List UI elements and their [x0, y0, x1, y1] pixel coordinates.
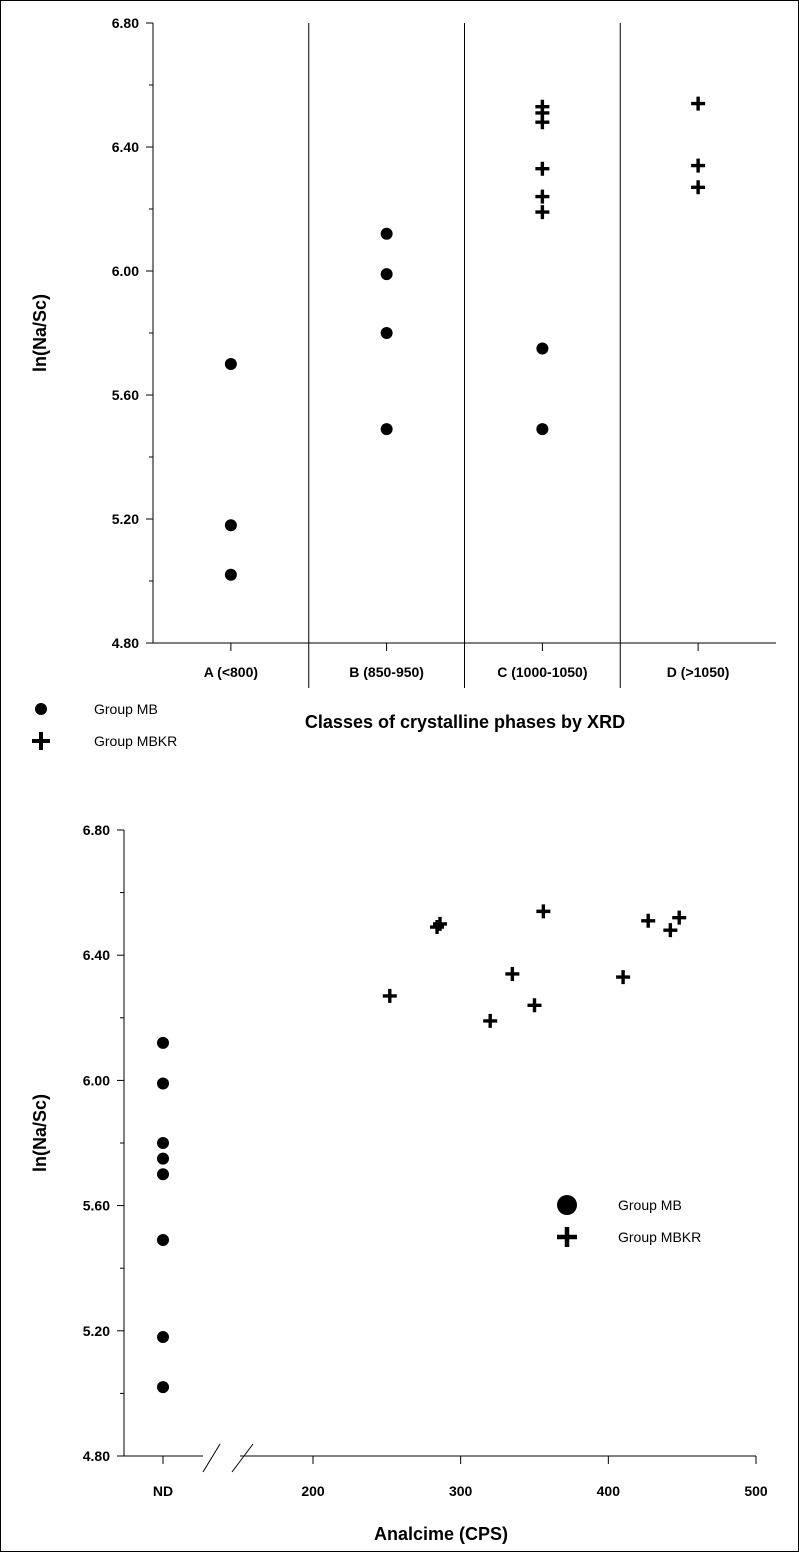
chart2-point-group-mbkr [663, 923, 678, 938]
chart1-legend-label: Group MB [94, 701, 158, 717]
chart1-x-tick-label: D (>1050) [667, 664, 730, 680]
chart2-x-tick-label: 200 [301, 1483, 325, 1499]
chart1-y-tick-label: 5.60 [112, 387, 139, 403]
chart2-x-tick-label: 500 [744, 1483, 768, 1499]
chart2-point-group-mb [157, 1152, 169, 1165]
chart1-point-group-mb [224, 519, 237, 532]
chart2-x-tick-label: ND [153, 1483, 173, 1499]
chart2-point-group-mb [157, 1036, 169, 1049]
chart2-y-axis-title: ln(Na/Sc) [30, 1094, 50, 1172]
chart1-point-group-mb [380, 327, 393, 339]
chart2-y-tick-label: 5.20 [83, 1323, 110, 1339]
chart2-point-group-mbkr [432, 916, 447, 931]
chart2-y-tick-label: 5.60 [83, 1198, 110, 1214]
chart1-y-tick-label: 6.80 [112, 15, 139, 31]
chart1-legend-label: Group MBKR [94, 733, 177, 749]
chart1-x-tick-label: A (<800) [204, 664, 258, 680]
chart2-point-group-mbkr [382, 988, 397, 1003]
chart1-point-group-mbkr [535, 115, 550, 130]
chart2-legend-marker-group-mb [557, 1195, 577, 1215]
chart2-x-tick-label: 300 [449, 1483, 473, 1499]
chart2-point-group-mb [157, 1381, 169, 1394]
chart2-point-group-mb [157, 1077, 169, 1090]
chart1-point-group-mb [380, 423, 393, 436]
chart2-point-group-mb [157, 1168, 169, 1181]
chart2-x-tick-label: 400 [597, 1483, 621, 1499]
chart2-point-group-mb [157, 1234, 169, 1247]
chart2-axis-break-mark [231, 1443, 254, 1473]
chart1-y-tick-label: 4.80 [112, 635, 139, 651]
chart2-point-group-mbkr [536, 904, 551, 919]
chart1-y-tick-label: 6.40 [112, 139, 139, 155]
chart2-point-group-mbkr [672, 910, 687, 925]
chart2-legend-marker-group-mbkr [557, 1227, 577, 1247]
chart2-point-group-mb [157, 1331, 169, 1344]
chart2-x-axis-title: Analcime (CPS) [374, 1524, 508, 1544]
chart1-point-group-mbkr [535, 205, 550, 220]
chart2-point-group-mb [157, 1137, 169, 1149]
chart2-axis-break-mark [202, 1443, 221, 1473]
chart1-legend-marker-group-mbkr [32, 732, 50, 750]
chart1-point-group-mb [224, 568, 237, 581]
chart2-point-group-mbkr [483, 1013, 498, 1028]
chart2-legend-label: Group MBKR [618, 1229, 701, 1245]
chart1-y-tick-label: 5.20 [112, 511, 139, 527]
chart1-point-group-mbkr [535, 189, 550, 204]
chart2-y-tick-label: 6.00 [83, 1072, 110, 1088]
chart2-point-group-mbkr [430, 920, 445, 935]
chart2-point-group-mbkr [616, 970, 631, 985]
chart2-point-group-mbkr [641, 913, 656, 928]
chart1-x-axis-title: Classes of crystalline phases by XRD [305, 712, 625, 732]
chart1-point-group-mb [536, 423, 549, 436]
chart2-y-tick-label: 6.40 [83, 947, 110, 963]
chart1-y-axis-title: ln(Na/Sc) [30, 294, 50, 372]
chart1-y-tick-label: 6.00 [112, 263, 139, 279]
chart1-point-group-mbkr [691, 158, 706, 173]
chart2-point-group-mbkr [505, 966, 520, 981]
chart1-point-group-mb [380, 227, 393, 240]
chart1-x-tick-label: B (850-950) [349, 664, 424, 680]
chart1-point-group-mb [224, 358, 237, 370]
chart1-point-group-mb [536, 342, 549, 355]
chart1-point-group-mb [380, 268, 393, 281]
chart1-point-group-mbkr [691, 180, 706, 195]
chart1-point-group-mbkr [535, 161, 550, 176]
chart1-point-group-mbkr [691, 96, 706, 111]
chart2-y-tick-label: 4.80 [83, 1448, 110, 1464]
chart2-y-tick-label: 6.80 [83, 822, 110, 838]
chart2-point-group-mbkr [527, 998, 542, 1013]
chart1-legend-marker-group-mb [35, 703, 47, 715]
chart1-x-tick-label: C (1000-1050) [497, 664, 587, 680]
chart2-legend-label: Group MB [618, 1197, 682, 1213]
